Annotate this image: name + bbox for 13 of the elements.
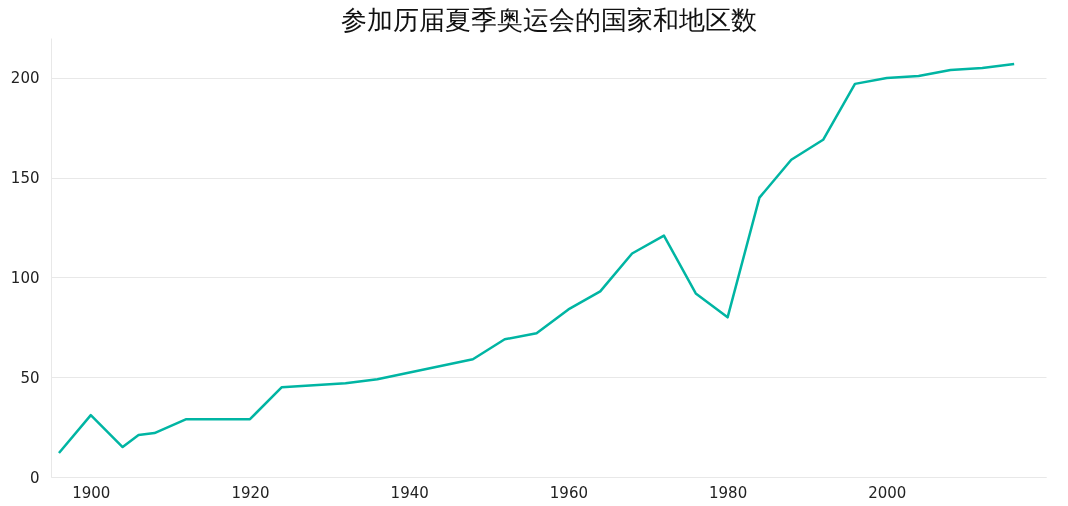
x-tick-label: 1940 bbox=[390, 483, 429, 502]
x-tick-label: 1980 bbox=[709, 483, 748, 502]
y-tick-label: 150 bbox=[10, 169, 40, 188]
y-tick-label: 50 bbox=[20, 368, 40, 387]
y-tick-label: 100 bbox=[10, 268, 40, 287]
line-series bbox=[57, 62, 1016, 455]
x-tick-label: 1920 bbox=[231, 483, 270, 502]
x-tick-label: 1960 bbox=[549, 483, 588, 502]
y-tick-label: 0 bbox=[29, 468, 40, 487]
y-tick-label: 200 bbox=[10, 69, 40, 88]
chart-title: 参加历届夏季奥运会的国家和地区数 bbox=[340, 5, 757, 35]
x-tick-label: 2000 bbox=[868, 483, 907, 502]
x-tick-label: 1900 bbox=[72, 483, 111, 502]
